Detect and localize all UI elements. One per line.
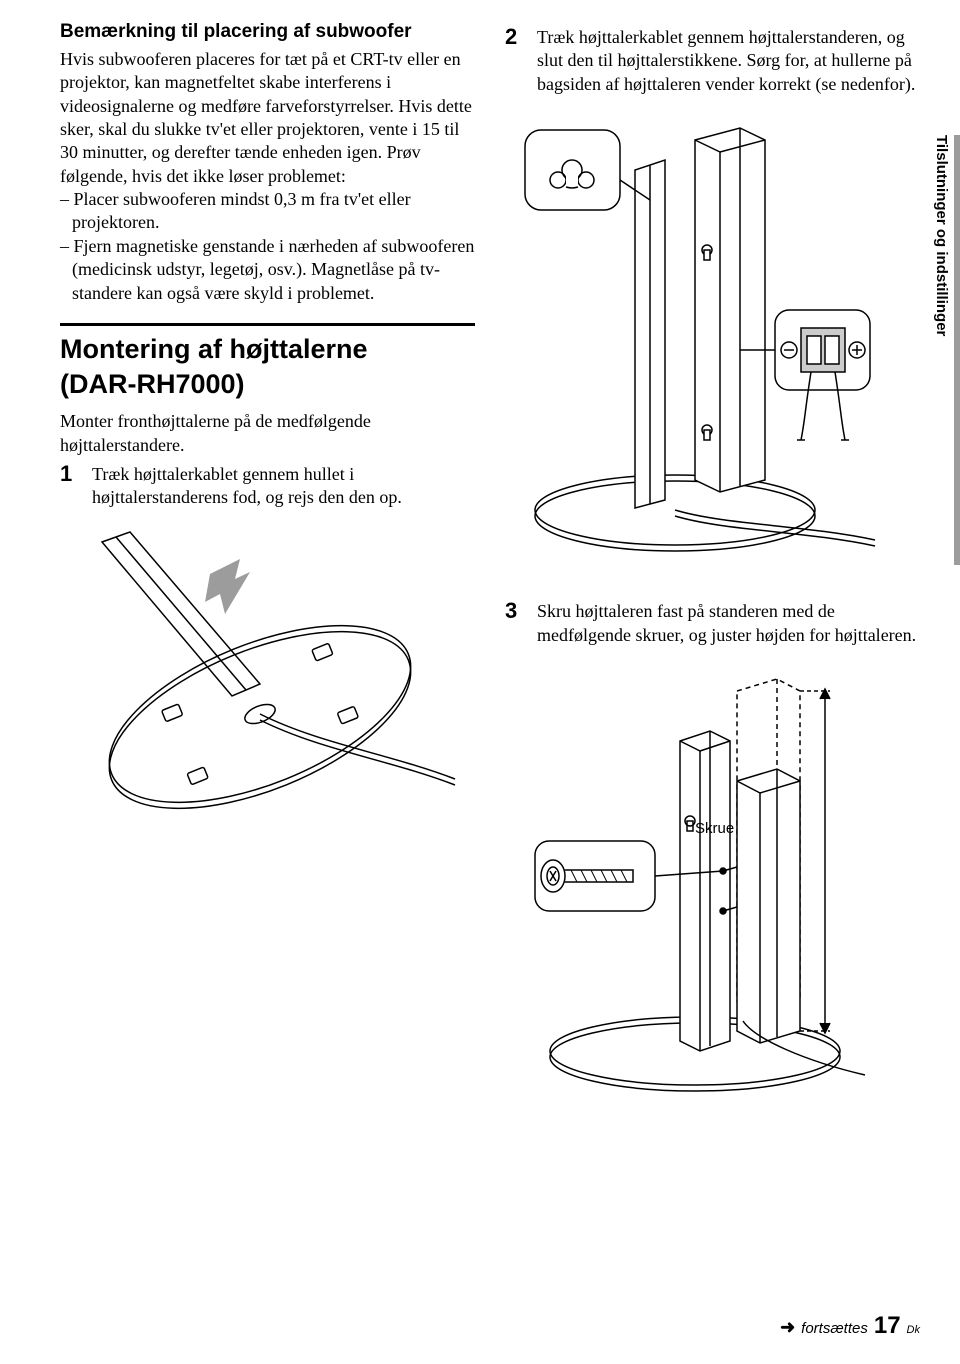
figure-3: Skrue — [505, 661, 920, 1101]
page-footer: ➜ fortsættes 17 Dk — [780, 1312, 920, 1340]
figure-2-svg — [505, 110, 885, 570]
mounting-intro: Monter fronthøjttalerne på de medfølgend… — [60, 410, 475, 457]
left-column: Bemærkning til placering af subwoofer Hv… — [60, 20, 475, 1101]
step-1-number: 1 — [60, 463, 78, 510]
step-3: 3 Skru højttaleren fast på standeren med… — [505, 600, 920, 647]
screw-label: Skrue — [695, 820, 734, 837]
figure-1 — [60, 524, 475, 864]
figure-1-svg — [60, 524, 475, 864]
step-2-text: Træk højttalerkablet gennem højttalersta… — [537, 26, 920, 96]
step-1: 1 Træk højttalerkablet gennem hullet i h… — [60, 463, 475, 510]
side-tab-bar — [954, 135, 960, 565]
list-item-1: – Placer subwooferen mindst 0,3 m fra tv… — [60, 188, 475, 235]
figure-2 — [505, 110, 920, 570]
right-column: 2 Træk højttalerkablet gennem højttalers… — [505, 20, 920, 1101]
subwoofer-para: Hvis subwooferen placeres for tæt på et … — [60, 48, 475, 188]
list-item-2: – Fjern magnetiske genstande i nærheden … — [60, 235, 475, 305]
side-tab-label: Tilslutninger og indstillinger — [933, 135, 950, 336]
section-rule — [60, 323, 475, 326]
mounting-heading-line2: (DAR-RH7000) — [60, 369, 475, 400]
page-number: 17 — [874, 1312, 901, 1340]
side-tab: Tilslutninger og indstillinger — [936, 135, 960, 565]
subwoofer-heading: Bemærkning til placering af subwoofer — [60, 20, 475, 44]
language-code: Dk — [907, 1324, 920, 1336]
continue-arrow-icon: ➜ — [780, 1317, 795, 1338]
step-1-text: Træk højttalerkablet gennem hullet i høj… — [92, 463, 475, 510]
step-2: 2 Træk højttalerkablet gennem højttalers… — [505, 26, 920, 96]
continue-label: fortsættes — [801, 1320, 868, 1337]
step-3-text: Skru højttaleren fast på standeren med d… — [537, 600, 920, 647]
page-columns: Bemærkning til placering af subwoofer Hv… — [60, 20, 920, 1101]
step-2-number: 2 — [505, 26, 523, 96]
step-3-number: 3 — [505, 600, 523, 647]
mounting-heading-line1: Montering af højttalerne — [60, 334, 475, 365]
figure-3-svg: Skrue — [505, 661, 885, 1101]
